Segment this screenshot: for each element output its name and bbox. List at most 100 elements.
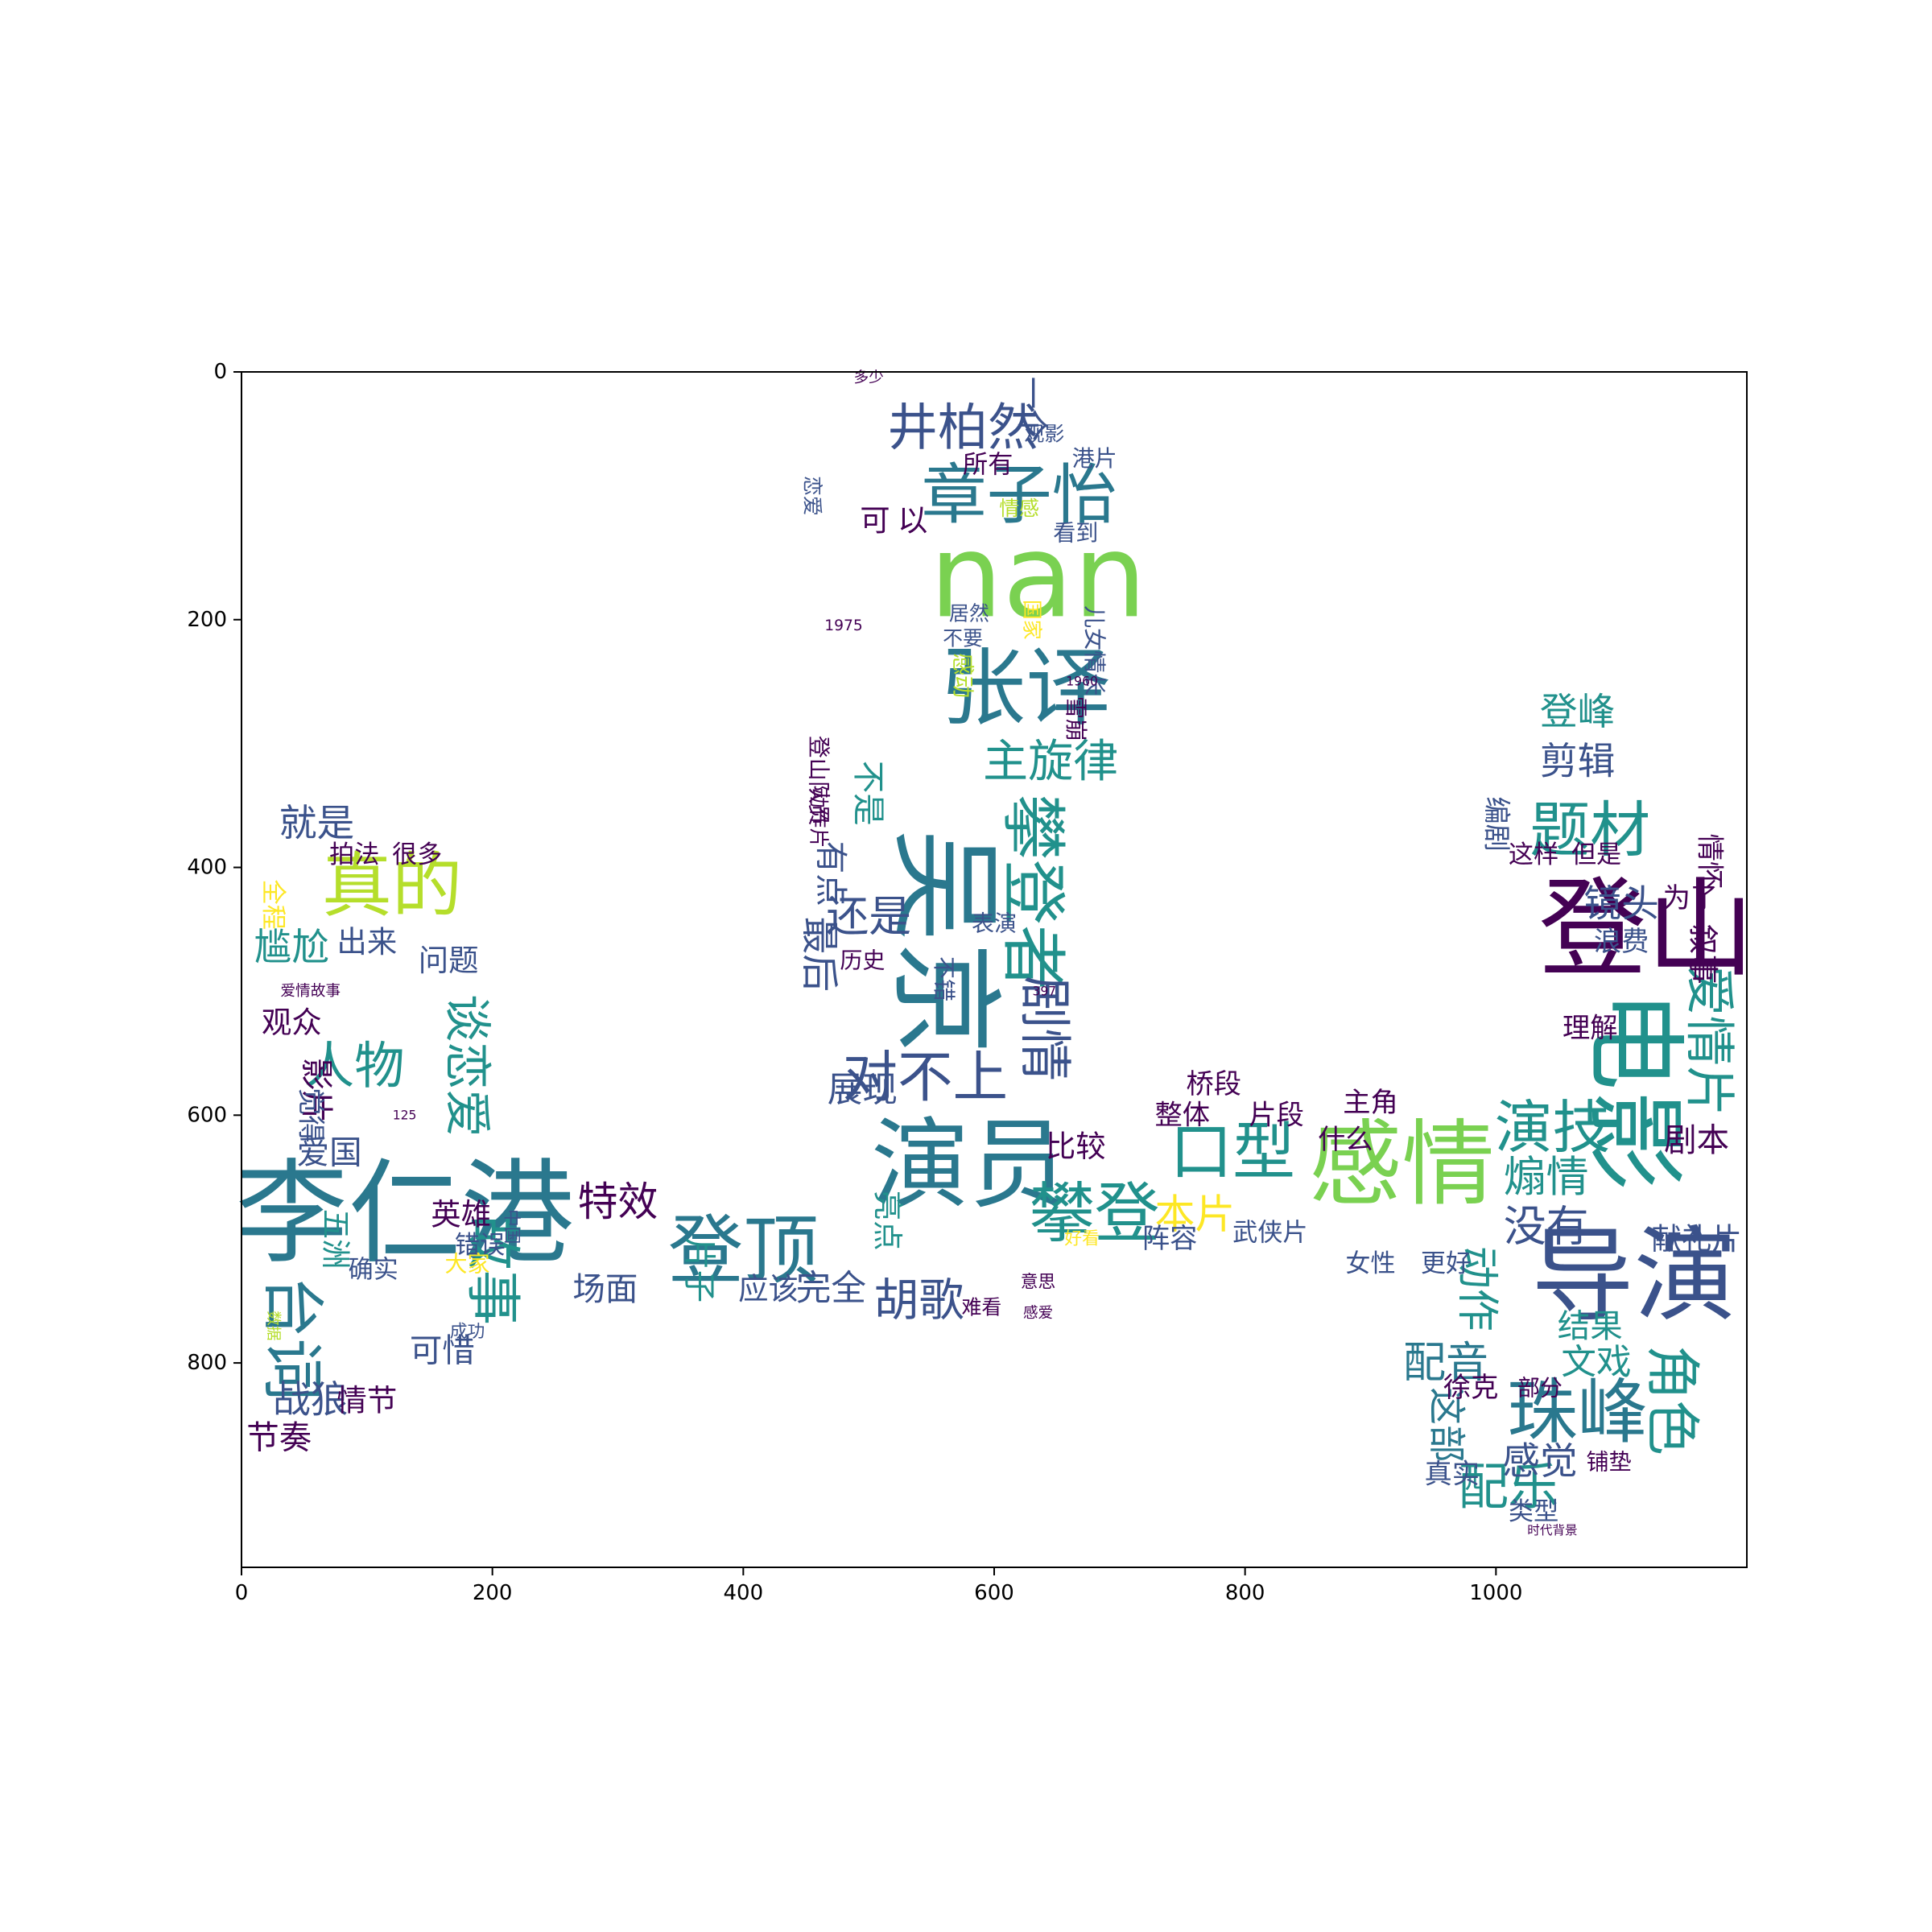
word-93: 这样	[1509, 840, 1558, 869]
word-95: 情怀	[1693, 834, 1725, 890]
word-73: 所有	[963, 450, 1013, 479]
word-97: 历史	[840, 947, 885, 973]
word-77: 港片	[1072, 445, 1117, 472]
word-115: 时代背景	[1527, 1523, 1577, 1538]
word-126: 动作片	[807, 788, 830, 848]
word-4: 吴京	[878, 829, 1009, 1055]
word-7: 主旋律	[983, 736, 1118, 788]
word-76: 看到	[1053, 520, 1098, 547]
word-109: 观影	[1024, 422, 1064, 445]
word-80: 确实	[348, 1256, 398, 1285]
word-128: 好看	[1064, 1229, 1100, 1249]
word-82: 大家	[444, 1250, 489, 1277]
word-49: 情节	[336, 1382, 397, 1418]
word-38: 镜头	[1583, 883, 1659, 927]
word-117: 1960	[1066, 675, 1098, 689]
word-23: 谈恋爱	[440, 994, 495, 1137]
word-113: 数据	[264, 1311, 281, 1340]
y-tick-label: 600	[187, 1103, 227, 1127]
word-104: 感动	[950, 653, 976, 698]
word-47: 英雄	[431, 1196, 491, 1232]
word-75: 可	[860, 503, 890, 539]
word-64: 整体	[1154, 1099, 1210, 1131]
word-101: 很多	[392, 840, 442, 869]
word-114: 爱情故事	[280, 983, 341, 1000]
x-tick-label: 0	[235, 1581, 249, 1605]
word-108: 情感	[999, 497, 1039, 520]
word-121: 不错	[931, 956, 957, 1001]
word-131: 感爱	[1023, 1305, 1053, 1322]
word-52: 应该	[738, 1271, 799, 1307]
word-54: 剧本	[1664, 1121, 1729, 1159]
word-32: 演技	[1495, 1094, 1610, 1162]
word-5: 攀登者	[994, 795, 1070, 990]
word-55: 结果	[1558, 1307, 1623, 1345]
word-12: 场面	[572, 1269, 638, 1308]
x-tick-label: 1000	[1469, 1581, 1522, 1605]
y-tick-label: 800	[187, 1351, 227, 1375]
word-56: 文戏	[1561, 1343, 1631, 1383]
word-118: 397	[1032, 984, 1056, 998]
y-tick-label: 200	[187, 608, 227, 632]
word-112: 中国	[502, 1209, 522, 1245]
word-70: 武侠片	[1232, 1219, 1307, 1248]
word-99: 雪崩	[1063, 696, 1089, 741]
word-130: 难看	[961, 1295, 1001, 1319]
word-63: 比较	[1046, 1129, 1106, 1164]
word-105: 不要	[943, 626, 983, 650]
word-35: 爱情片	[1680, 965, 1739, 1116]
word-53: 展现	[828, 1071, 898, 1111]
word-37: 剪辑	[1540, 741, 1616, 784]
y-tick-label: 0	[213, 360, 227, 384]
word-98: 片子	[680, 1237, 719, 1302]
word-83: 浪费	[1594, 926, 1649, 958]
word-51: 完全	[796, 1269, 866, 1309]
word-111: 成功	[450, 1322, 485, 1342]
word-66: 片段	[1249, 1099, 1304, 1131]
word-119: 125	[393, 1108, 417, 1122]
word-123: 有点	[811, 841, 850, 906]
word-92: 铺垫	[1587, 1449, 1632, 1476]
word-96: 编剧	[1480, 796, 1512, 852]
word-26: 就是	[279, 803, 355, 846]
word-116: 1975	[824, 617, 863, 634]
word-25: 尴尬	[254, 927, 330, 970]
word-67: 主角	[1343, 1087, 1398, 1119]
word-94: 但是	[1571, 840, 1621, 869]
word-127: 意思	[1021, 1273, 1056, 1293]
word-90: 类型	[1509, 1497, 1558, 1526]
word-34: 角色	[1640, 1345, 1704, 1455]
word-11: 特效	[578, 1179, 658, 1225]
x-tick-label: 200	[473, 1581, 513, 1605]
word-62: 出来	[336, 924, 397, 960]
word-122: 表演	[972, 910, 1017, 936]
word-102: 觉得	[295, 1088, 327, 1143]
word-129: 亮点	[870, 1191, 906, 1251]
word-48: 节奏	[246, 1418, 312, 1456]
word-88: 真实	[1425, 1459, 1480, 1491]
word-59: 观众	[262, 1005, 322, 1040]
word-85: 叙事	[1685, 924, 1720, 985]
word-72: 更好	[1421, 1249, 1471, 1278]
word-84: 理解	[1563, 1013, 1618, 1045]
word-110: 国家	[1020, 600, 1043, 640]
word-65: 桥段	[1186, 1068, 1241, 1100]
word-40: 煽情	[1504, 1153, 1589, 1202]
x-tick-label: 400	[724, 1581, 764, 1605]
word-100: 拍法	[329, 840, 379, 869]
word-107: 恋爱	[801, 476, 824, 516]
word-89: 徐克	[1443, 1372, 1499, 1404]
y-tick-label: 400	[187, 856, 227, 880]
word-39: 没有	[1504, 1202, 1589, 1251]
word-71: 女性	[1345, 1249, 1395, 1278]
x-tick-label: 600	[974, 1581, 1014, 1605]
word-74: 以	[898, 503, 927, 539]
word-68: 什么	[1318, 1124, 1373, 1156]
word-61: 问题	[419, 943, 479, 978]
word-69: 阵容	[1142, 1223, 1198, 1255]
word-91: 部分	[1517, 1374, 1563, 1401]
word-13: 胡歌	[873, 1275, 964, 1327]
word-36: 登峰	[1540, 691, 1616, 734]
x-tick-label: 800	[1225, 1581, 1265, 1605]
